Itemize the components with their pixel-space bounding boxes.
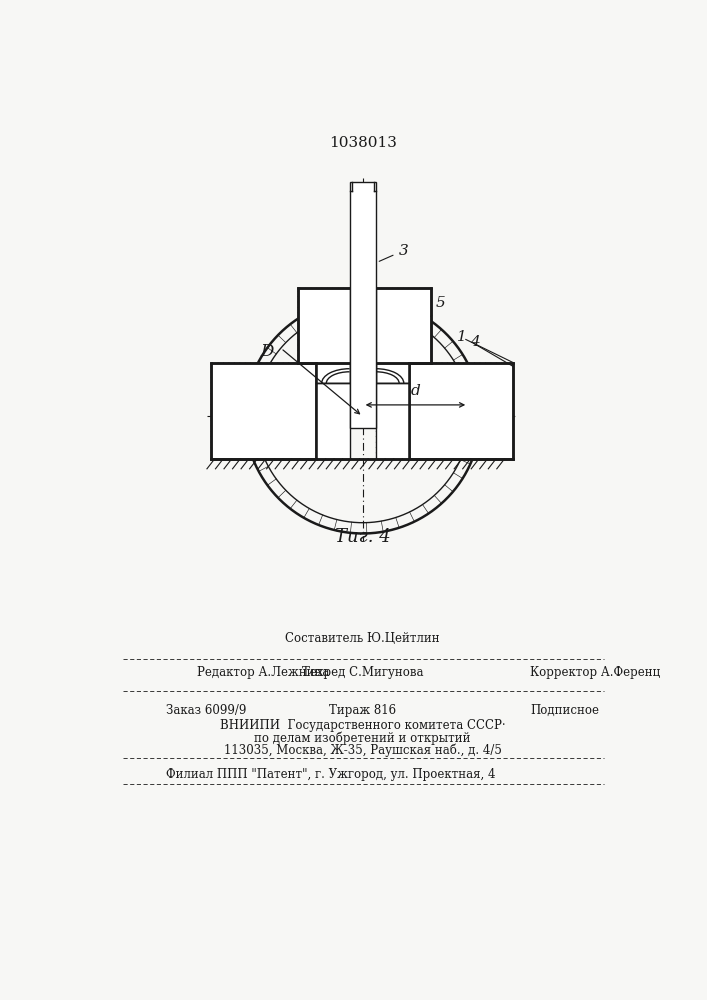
Bar [316, 363, 349, 383]
Text: Редактор А.Лежнина: Редактор А.Лежнина [197, 666, 329, 679]
Bar [349, 288, 376, 363]
Text: 1038013: 1038013 [329, 136, 397, 150]
Text: ВНИИПИ  Государственного комитета СССР·: ВНИИПИ Государственного комитета СССР· [220, 719, 506, 732]
Text: 3: 3 [379, 244, 408, 261]
Bar [349, 182, 376, 428]
Bar [211, 363, 316, 459]
Text: Филиал ППП "Патент", г. Ужгород, ул. Проектная, 4: Филиал ППП "Патент", г. Ужгород, ул. Про… [166, 768, 496, 781]
Text: 113035, Москва, Ж-35, Раушская наб., д. 4/5: 113035, Москва, Ж-35, Раушская наб., д. … [224, 744, 502, 757]
Text: Составитель Ю.Цейтлин: Составитель Ю.Цейтлин [286, 632, 440, 645]
Bar [409, 363, 513, 459]
Text: Заказ 6099/9: Заказ 6099/9 [166, 704, 246, 717]
Text: по делам изобретений и открытий: по делам изобретений и открытий [255, 731, 471, 745]
Text: 5: 5 [431, 296, 445, 316]
Bar [376, 383, 409, 459]
Text: 1: 1 [457, 330, 466, 344]
Text: d: d [411, 384, 420, 398]
Text: 4: 4 [469, 335, 479, 349]
Text: Корректор А.Ференц: Корректор А.Ференц [530, 666, 660, 679]
Text: Τиг. 4: Τиг. 4 [335, 528, 390, 546]
Bar [376, 363, 409, 383]
Text: Техред С.Мигунова: Техред С.Мигунова [302, 666, 423, 679]
Bar [316, 383, 349, 459]
Text: D: D [260, 343, 274, 360]
Bar [298, 288, 431, 363]
Text: Подписное: Подписное [530, 704, 599, 717]
Text: Тираж 816: Тираж 816 [329, 704, 397, 717]
